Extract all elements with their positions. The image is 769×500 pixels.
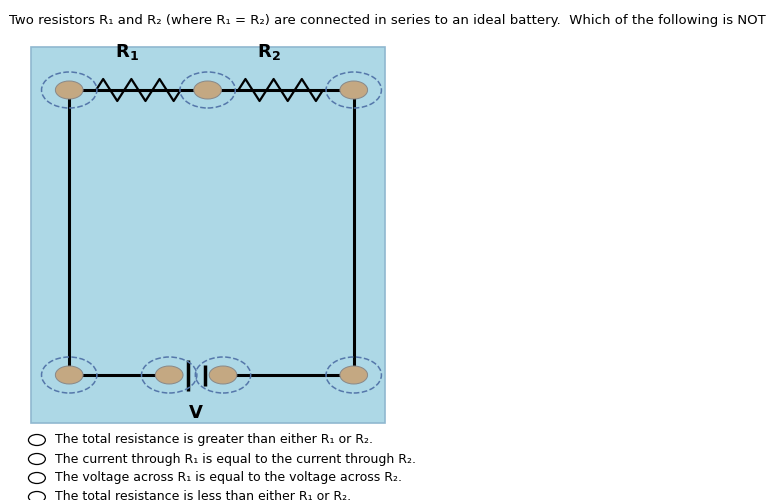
Text: The total resistance is greater than either R₁ or R₂.: The total resistance is greater than eit… (55, 434, 374, 446)
Text: The current through R₁ is equal to the current through R₂.: The current through R₁ is equal to the c… (55, 452, 416, 466)
Circle shape (55, 81, 83, 99)
Circle shape (340, 366, 368, 384)
Text: Two resistors R₁ and R₂ (where R₁ = R₂) are connected in series to an ideal batt: Two resistors R₁ and R₂ (where R₁ = R₂) … (9, 14, 769, 27)
Text: $\mathbf{R_2}$: $\mathbf{R_2}$ (258, 42, 281, 62)
Circle shape (155, 366, 183, 384)
Circle shape (55, 366, 83, 384)
Text: The total resistance is less than either R₁ or R₂.: The total resistance is less than either… (55, 490, 351, 500)
Text: $\mathbf{R_1}$: $\mathbf{R_1}$ (115, 42, 139, 62)
Circle shape (209, 366, 237, 384)
Circle shape (194, 81, 221, 99)
Text: The voltage across R₁ is equal to the voltage across R₂.: The voltage across R₁ is equal to the vo… (55, 472, 402, 484)
Circle shape (340, 81, 368, 99)
FancyBboxPatch shape (31, 48, 384, 422)
Text: V: V (189, 404, 203, 421)
